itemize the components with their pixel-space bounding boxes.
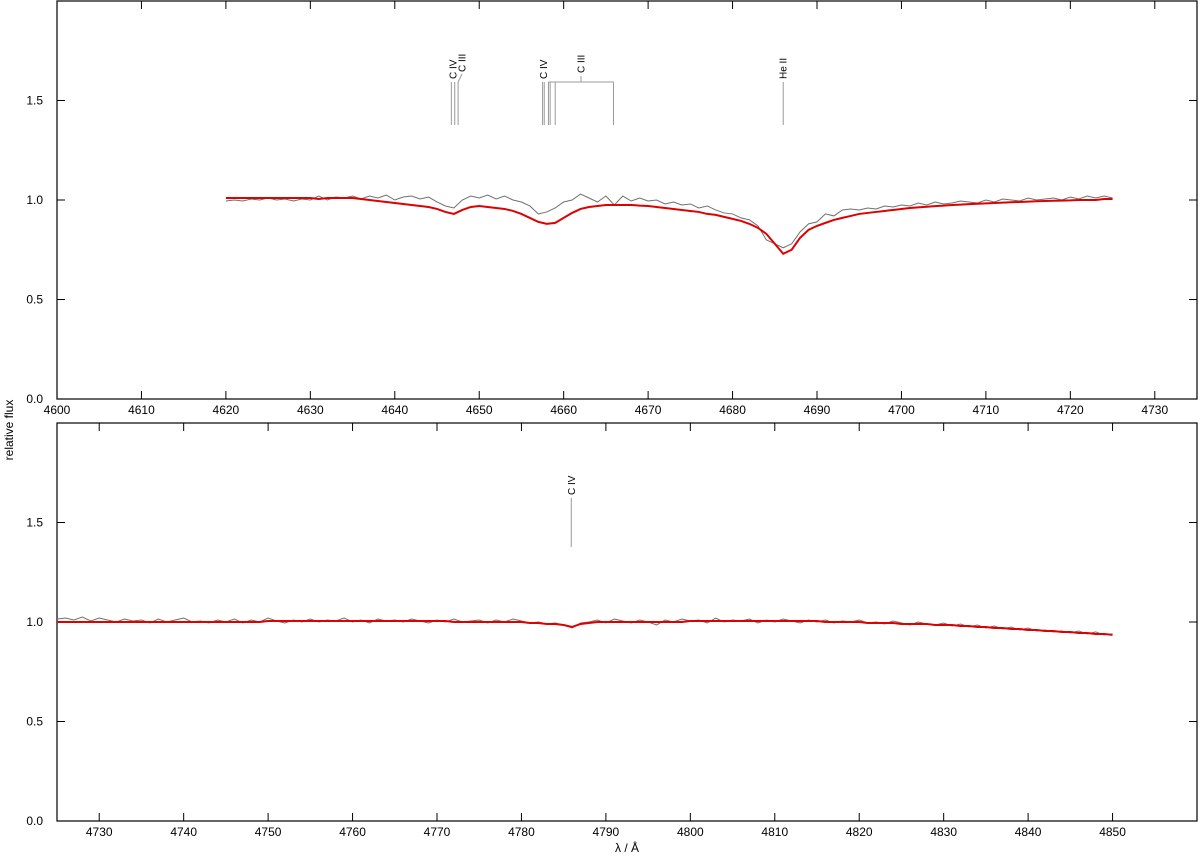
x-tick-label: 4780 — [508, 825, 535, 839]
x-tick-label: 4610 — [128, 403, 155, 417]
y-axis-label: relative flux — [2, 400, 16, 461]
x-tick-label: 4700 — [888, 403, 915, 417]
x-tick-label: 4620 — [213, 403, 240, 417]
y-tick-label: 1.5 — [26, 94, 43, 108]
x-tick-label: 4630 — [297, 403, 324, 417]
x-tick-label: 4800 — [677, 825, 704, 839]
line-id-label: C III — [576, 55, 587, 73]
spectrum-line — [225, 197, 1113, 255]
x-tick-label: 4830 — [930, 825, 957, 839]
x-axis-label: λ / Å — [615, 840, 639, 855]
line-id-label: C IV — [567, 475, 578, 495]
x-tick-label: 4730 — [1141, 403, 1168, 417]
x-tick-label: 4670 — [635, 403, 662, 417]
spectrum-line — [225, 193, 1113, 249]
y-tick-label: 0.5 — [26, 715, 43, 729]
x-tick-label: 4840 — [1015, 825, 1042, 839]
x-tick-label: 4790 — [593, 825, 620, 839]
x-tick-label: 4730 — [86, 825, 113, 839]
x-tick-label: 4660 — [550, 403, 577, 417]
line-id-label: C III — [458, 54, 469, 72]
x-tick-label: 4740 — [170, 825, 197, 839]
x-tick-label: 4600 — [44, 403, 71, 417]
y-tick-label: 1.0 — [26, 193, 43, 207]
x-tick-label: 4720 — [1057, 403, 1084, 417]
x-tick-label: 4640 — [381, 403, 408, 417]
x-tick-label: 4650 — [466, 403, 493, 417]
plot-frame — [56, 0, 1198, 400]
line-id-label: C IV — [449, 59, 460, 79]
x-tick-label: 4710 — [973, 403, 1000, 417]
y-tick-label: 0.5 — [26, 293, 43, 307]
x-tick-label: 4810 — [761, 825, 788, 839]
x-tick-label: 4770 — [424, 825, 451, 839]
x-tick-label: 4680 — [719, 403, 746, 417]
line-id-label: He II — [779, 58, 790, 79]
y-tick-label: 0.0 — [26, 392, 43, 406]
y-tick-label: 1.5 — [26, 516, 43, 530]
line-id-connector — [457, 73, 463, 83]
x-tick-label: 4690 — [804, 403, 831, 417]
x-tick-label: 4850 — [1099, 825, 1126, 839]
x-tick-label: 4820 — [846, 825, 873, 839]
x-tick-label: 4760 — [339, 825, 366, 839]
y-tick-label: 0.0 — [26, 814, 43, 828]
x-tick-label: 4750 — [255, 825, 282, 839]
line-id-label: C IV — [539, 59, 550, 79]
y-tick-label: 1.0 — [26, 615, 43, 629]
spectrum-line — [57, 620, 1113, 636]
